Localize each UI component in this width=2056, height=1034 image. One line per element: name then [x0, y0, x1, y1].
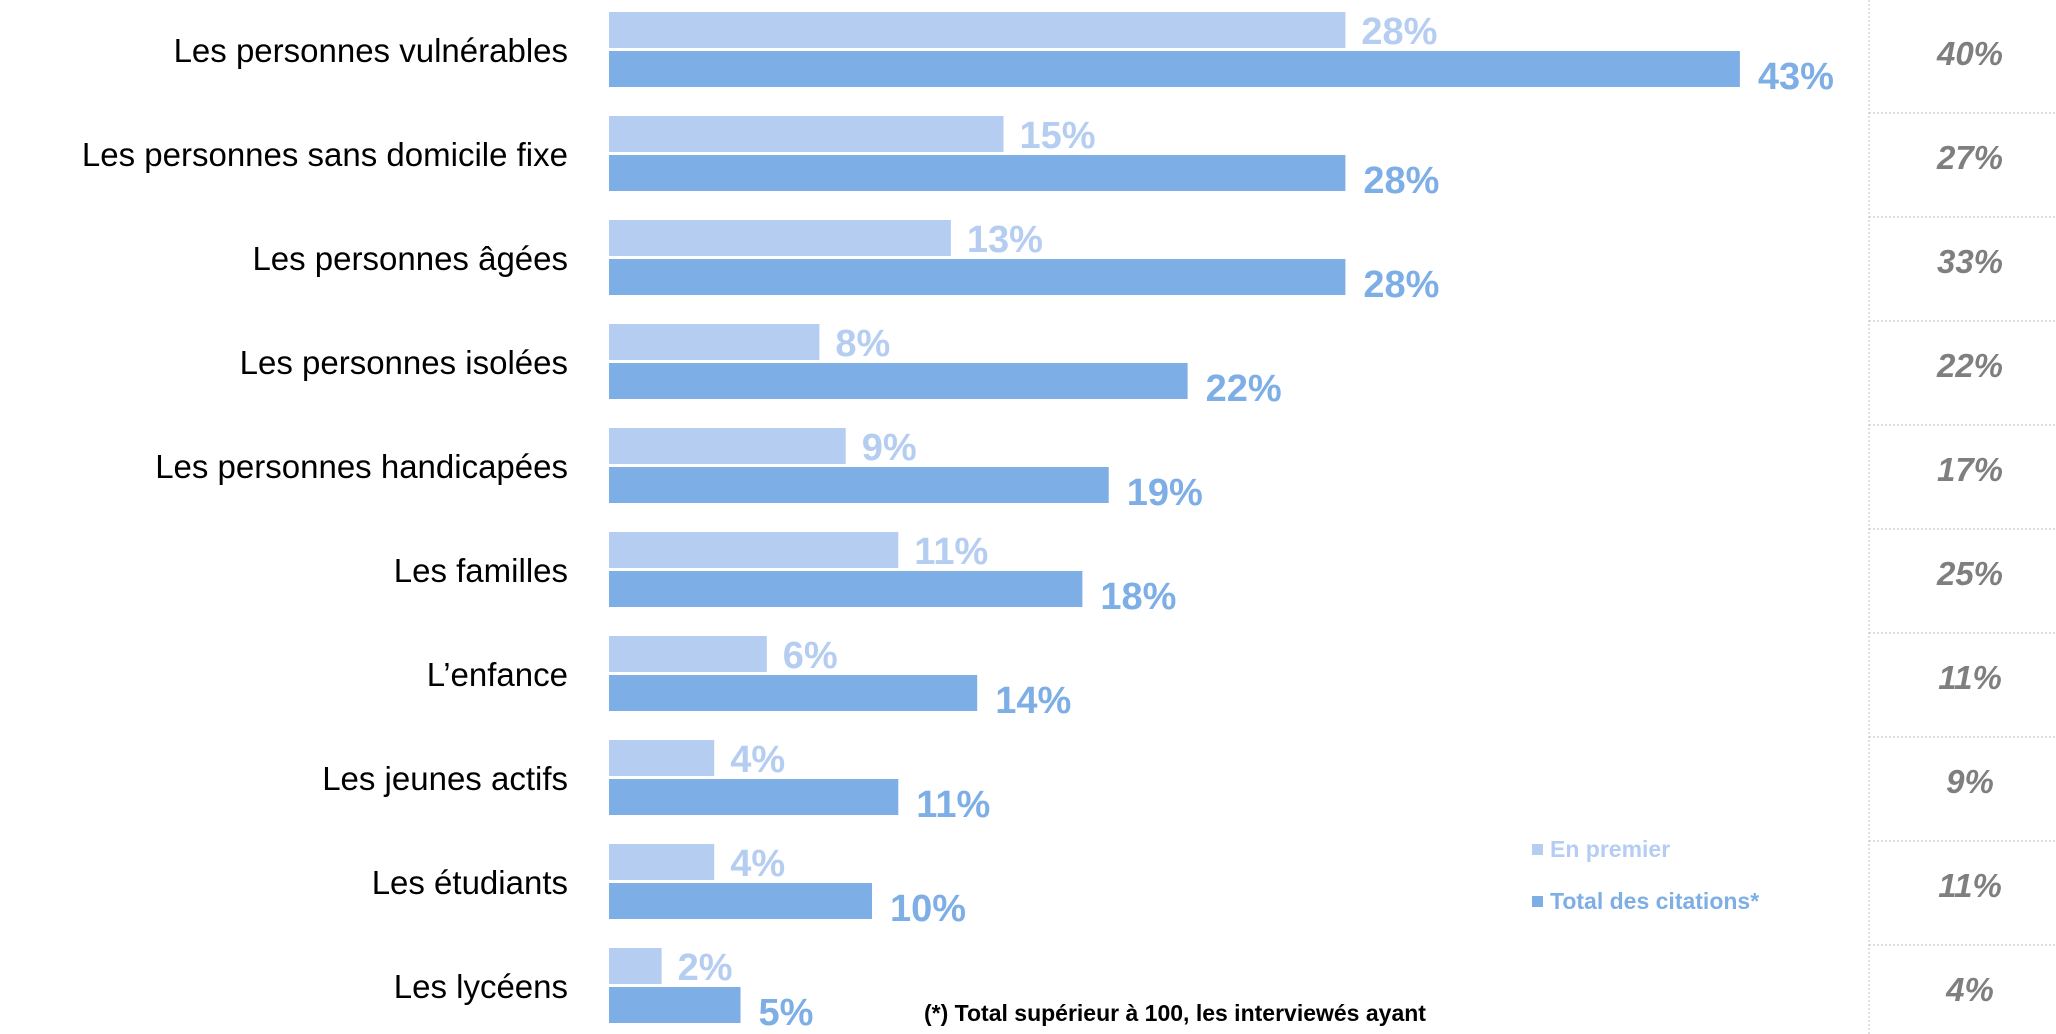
value-label-en-premier: 4%	[730, 739, 785, 781]
right-column-value: 11%	[1938, 659, 2002, 696]
bar-total-citations	[609, 467, 1109, 503]
bar-en-premier	[609, 740, 715, 776]
right-column-value: 11%	[1938, 867, 2002, 904]
bar-en-premier	[609, 636, 767, 672]
bar-total-citations	[609, 51, 1740, 87]
category-label: Les personnes vulnérables	[174, 32, 568, 69]
category-label: Les personnes sans domicile fixe	[82, 136, 568, 173]
footnote: (*) Total supérieur à 100, les interview…	[924, 1000, 1426, 1026]
bar-total-citations	[609, 363, 1188, 399]
right-column-dividers	[1868, 0, 2056, 1034]
value-label-en-premier: 28%	[1361, 11, 1437, 53]
value-label-total-citations: 11%	[916, 784, 990, 826]
bar-total-citations	[609, 155, 1346, 191]
bar-en-premier	[609, 428, 846, 464]
right-column-value: 9%	[1946, 763, 1994, 800]
value-label-total-citations: 19%	[1127, 472, 1203, 514]
value-label-total-citations: 14%	[995, 680, 1071, 722]
value-label-total-citations: 22%	[1206, 368, 1282, 410]
category-label: Les personnes handicapées	[155, 448, 568, 485]
bar-total-citations	[609, 883, 872, 919]
value-label-en-premier: 15%	[1020, 115, 1096, 157]
value-label-total-citations: 5%	[759, 992, 814, 1034]
value-label-en-premier: 2%	[678, 947, 733, 989]
category-label: Les personnes âgées	[252, 240, 568, 277]
legend-swatch-en-premier	[1532, 844, 1543, 855]
bar-en-premier	[609, 220, 951, 256]
category-label: Les familles	[394, 552, 568, 589]
category-label: Les jeunes actifs	[322, 760, 568, 797]
value-label-en-premier: 13%	[967, 219, 1043, 261]
right-column-value: 22%	[1936, 347, 2003, 384]
right-column-value: 4%	[1945, 971, 1994, 1008]
value-label-total-citations: 28%	[1363, 160, 1439, 202]
category-label: Les lycéens	[394, 968, 568, 1005]
legend: En premier Total des citations*	[1532, 836, 1759, 914]
value-label-total-citations: 43%	[1758, 56, 1834, 98]
value-label-en-premier: 6%	[783, 635, 838, 677]
right-column-value: 33%	[1937, 243, 2003, 280]
bar-total-citations	[609, 987, 741, 1023]
right-column-value: 27%	[1936, 139, 2003, 176]
bar-total-citations	[609, 571, 1083, 607]
labels-group: Les personnes vulnérables 28% 43% 40% Les pe…	[82, 11, 2003, 1034]
bar-total-citations	[609, 675, 978, 711]
bar-en-premier	[609, 116, 1004, 152]
value-label-total-citations: 28%	[1363, 264, 1439, 306]
value-label-en-premier: 11%	[914, 531, 988, 573]
category-label: L’enfance	[427, 656, 568, 693]
value-label-en-premier: 9%	[862, 427, 917, 469]
bar-en-premier	[609, 948, 662, 984]
value-label-total-citations: 18%	[1100, 576, 1176, 618]
right-column-value: 25%	[1936, 555, 2003, 592]
right-column-value: 17%	[1937, 451, 2003, 488]
legend-label-en-premier: En premier	[1550, 836, 1670, 862]
legend-label-total-citations: Total des citations*	[1550, 888, 1759, 914]
value-label-en-premier: 4%	[730, 843, 785, 885]
bar-total-citations	[609, 779, 899, 815]
legend-swatch-total-citations	[1532, 896, 1543, 907]
bar-en-premier	[609, 844, 715, 880]
category-label: Les étudiants	[372, 864, 568, 901]
category-label: Les personnes isolées	[240, 344, 568, 381]
bar-total-citations	[609, 259, 1346, 295]
value-label-total-citations: 10%	[890, 888, 966, 930]
value-label-en-premier: 8%	[835, 323, 890, 365]
bar-en-premier	[609, 324, 820, 360]
bars-group	[609, 12, 1740, 1023]
bar-en-premier	[609, 12, 1346, 48]
bar-en-premier	[609, 532, 899, 568]
right-column-value: 40%	[1936, 35, 2003, 72]
